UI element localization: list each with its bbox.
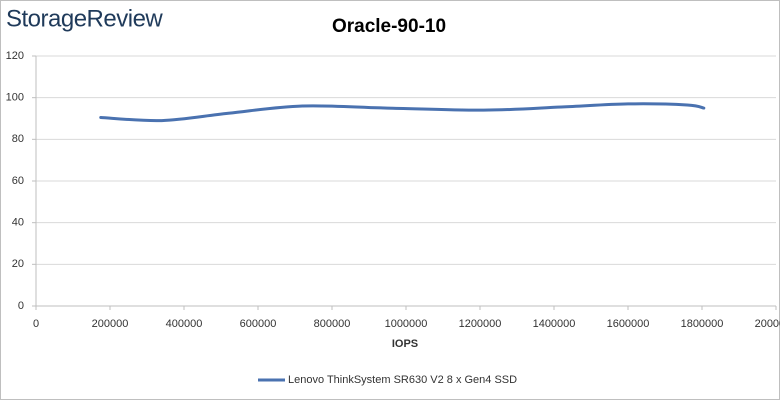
y-tick-label: 20: [12, 258, 24, 270]
x-axis-title: IOPS: [392, 338, 418, 350]
data-line: [99, 102, 706, 123]
x-tick-label: 1400000: [533, 318, 576, 330]
x-tick-label: 1600000: [607, 318, 650, 330]
y-tick-label: 60: [12, 175, 24, 187]
x-tick-label: 600000: [240, 318, 277, 330]
x-tick-label: 800000: [314, 318, 351, 330]
y-tick-label: 0: [18, 300, 24, 312]
y-tick-label: 120: [6, 50, 24, 62]
chart-title: Oracle-90-10: [332, 16, 446, 37]
y-tick-label: 40: [12, 217, 24, 229]
x-tick-label: 2000000: [755, 318, 780, 330]
x-tick-label: 200000: [92, 318, 129, 330]
legend-label: Lenovo ThinkSystem SR630 V2 8 x Gen4 SSD: [288, 374, 517, 386]
x-tick-label: 1000000: [385, 318, 428, 330]
logo: StorageReview: [6, 5, 163, 32]
y-tick-label: 100: [6, 92, 24, 104]
x-tick-label: 400000: [166, 318, 203, 330]
y-tick-label: 80: [12, 133, 24, 145]
x-tick-label: 0: [33, 318, 39, 330]
x-tick-label: 1800000: [681, 318, 724, 330]
x-tick-label: 1200000: [459, 318, 502, 330]
